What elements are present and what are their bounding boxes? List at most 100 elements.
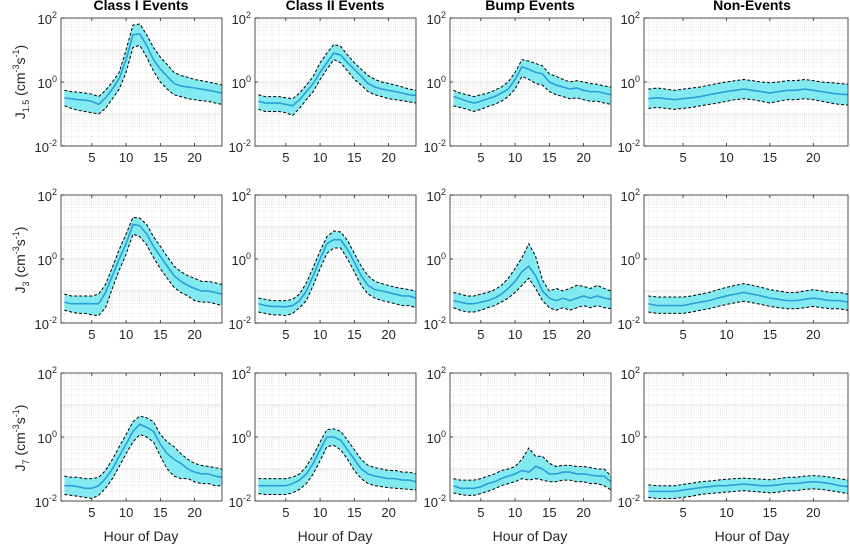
x-tick-label: 10 <box>313 150 327 165</box>
x-tick-label: 5 <box>88 505 95 520</box>
panel-j15-bump: 5 10 15 20 102 100 10-2 <box>424 10 612 165</box>
iqr-band <box>453 448 611 496</box>
x-tick-label: 10 <box>719 505 733 520</box>
y-tick-label: 100 <box>621 74 640 91</box>
x-tick-label: 20 <box>806 327 820 342</box>
y-tick-label: 100 <box>427 429 446 446</box>
x-tick-label: 15 <box>542 505 556 520</box>
y-tick-label: 102 <box>232 187 251 204</box>
x-tick-label: 20 <box>806 505 820 520</box>
x-tick-label: 10 <box>508 150 522 165</box>
column-title-class-ii: Class II Events <box>286 0 385 13</box>
ylabel-j7: J7 (cm-3s-1) <box>11 405 31 472</box>
x-tick-label: 5 <box>679 505 686 520</box>
y-tick-label: 10-2 <box>35 315 57 332</box>
upper-bound-line <box>648 475 849 487</box>
x-tick-label: 5 <box>477 505 484 520</box>
xlabel-col-1: Hour of Day <box>104 528 179 544</box>
lower-bound-line <box>258 247 417 317</box>
y-tick-label: 10-2 <box>229 493 251 510</box>
upper-bound-line <box>453 59 612 98</box>
x-tick-label: 5 <box>282 505 289 520</box>
y-tick-label: 100 <box>38 429 57 446</box>
y-tick-label: 100 <box>232 429 251 446</box>
x-axis-labels: Hour of Day Hour of Day Hour of Day Hour… <box>104 528 790 544</box>
x-tick-label: 15 <box>347 505 361 520</box>
y-tick-label: 10-2 <box>618 138 640 155</box>
x-tick-label: 20 <box>187 150 201 165</box>
lower-bound-line <box>258 59 417 117</box>
y-tick-label: 10-2 <box>424 315 446 332</box>
x-tick-label: 15 <box>153 150 167 165</box>
xlabel-col-4: Hour of Day <box>715 528 790 544</box>
x-tick-label: 5 <box>477 150 484 165</box>
y-tick-label: 102 <box>621 365 640 382</box>
y-tick-label: 102 <box>232 10 251 27</box>
y-tick-label: 10-2 <box>424 493 446 510</box>
iqr-band <box>64 23 222 115</box>
y-tick-label: 10-2 <box>618 315 640 332</box>
median-line <box>64 223 223 305</box>
lower-bound-line <box>648 98 849 110</box>
ylabel-j3: J3 (cm-3s-1) <box>11 227 31 294</box>
iqr-band <box>648 283 848 314</box>
x-tick-label: 5 <box>282 327 289 342</box>
x-tick-label: 10 <box>313 505 327 520</box>
lower-bound-line <box>258 444 417 495</box>
median-line <box>453 465 612 490</box>
xlabel-col-2: Hour of Day <box>298 528 373 544</box>
y-tick-label: 100 <box>38 251 57 268</box>
x-tick-label: 5 <box>477 327 484 342</box>
grid <box>450 18 612 147</box>
y-tick-label: 102 <box>621 187 640 204</box>
lower-bound-line <box>64 233 223 317</box>
y-tick-label: 100 <box>427 74 446 91</box>
panel-j7-non-events: 5 10 15 20 102 100 10-2 <box>618 365 849 520</box>
y-tick-label: 10-2 <box>229 315 251 332</box>
x-tick-label: 15 <box>542 327 556 342</box>
iqr-band <box>648 79 848 110</box>
x-tick-label: 15 <box>763 327 777 342</box>
x-tick-label: 20 <box>187 327 201 342</box>
iqr-band <box>258 44 416 116</box>
x-tick-label: 10 <box>119 505 133 520</box>
x-tick-label: 10 <box>719 327 733 342</box>
panel-j7-class-ii: 5 10 15 20 102 100 10-2 <box>229 365 417 520</box>
iqr-band <box>258 230 416 316</box>
x-tick-label: 15 <box>763 505 777 520</box>
lower-bound-line <box>453 277 612 313</box>
grid <box>255 18 417 147</box>
xlabel-col-3: Hour of Day <box>493 528 568 544</box>
upper-bound-line <box>64 216 223 297</box>
lower-bound-line <box>64 433 222 499</box>
panel-j3-bump: 5 10 15 20 102 100 10-2 <box>424 187 612 342</box>
x-tick-label: 15 <box>763 150 777 165</box>
x-tick-label: 20 <box>381 150 395 165</box>
iqr-band <box>64 217 222 316</box>
y-tick-label: 10-2 <box>618 493 640 510</box>
y-tick-label: 10-2 <box>35 493 57 510</box>
iqr-band <box>648 475 848 499</box>
x-tick-label: 20 <box>576 505 590 520</box>
x-tick-label: 5 <box>88 327 95 342</box>
median-line <box>258 436 417 487</box>
panel-j15-class-i: 5 10 15 20 102 100 10-2 <box>35 10 223 165</box>
x-tick-label: 10 <box>508 505 522 520</box>
lower-bound-line <box>648 488 849 499</box>
x-tick-label: 10 <box>119 150 133 165</box>
median-line <box>453 264 612 305</box>
x-tick-label: 10 <box>508 327 522 342</box>
median-line <box>64 32 223 106</box>
x-tick-label: 20 <box>806 150 820 165</box>
x-tick-label: 10 <box>119 327 133 342</box>
iqr-band <box>64 416 222 499</box>
y-tick-label: 102 <box>427 10 446 27</box>
upper-bound-line <box>648 283 849 298</box>
x-tick-label: 20 <box>576 327 590 342</box>
x-tick-label: 20 <box>381 327 395 342</box>
y-tick-label: 102 <box>38 187 57 204</box>
upper-bound-line <box>453 447 612 481</box>
y-tick-label: 10-2 <box>35 138 57 155</box>
lower-bound-line <box>64 44 223 115</box>
